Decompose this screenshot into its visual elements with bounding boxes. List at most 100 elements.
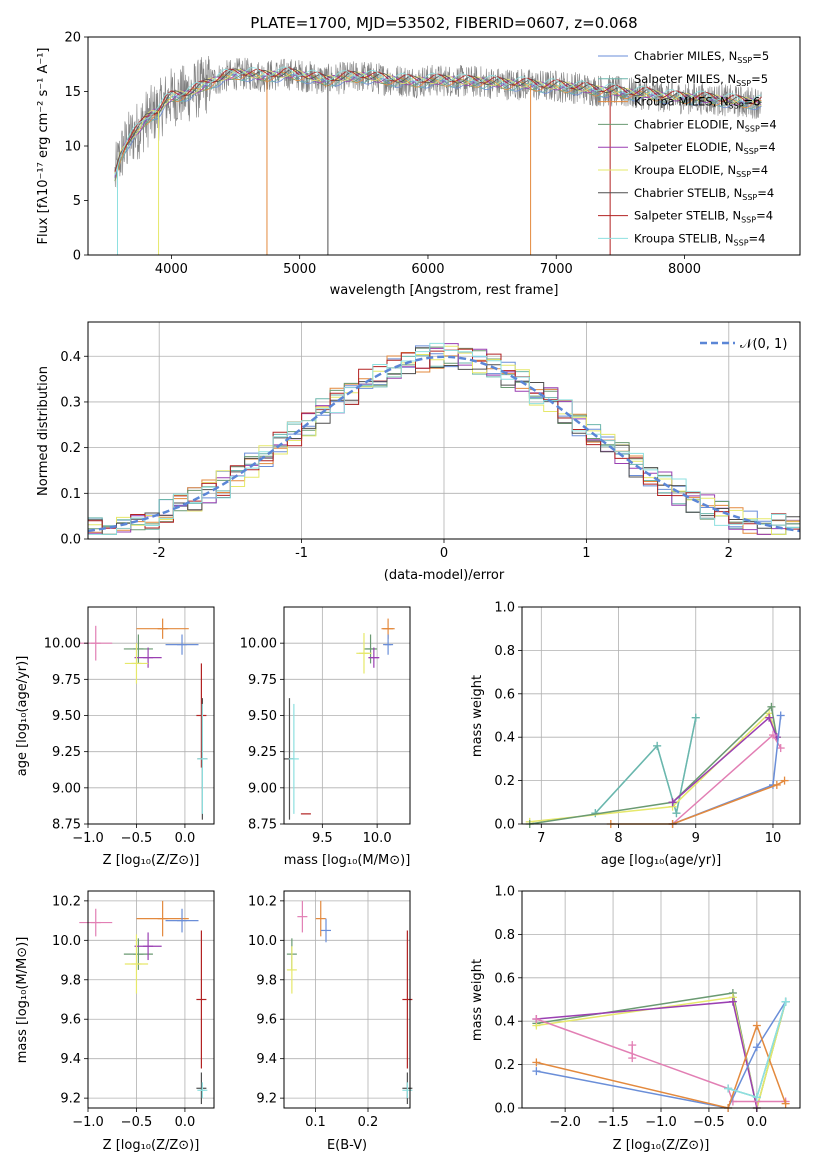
mass-vs-metallicity-xlabel: Z [log₁₀(Z/Z⊙)]: [103, 1138, 200, 1153]
spectrum-xtick-label: 8000: [668, 262, 701, 277]
residuals-xtick-label: 1: [582, 546, 590, 561]
spectrum-xlabel: wavelength [Angstrom, rest frame]: [330, 283, 559, 298]
spectrum-ytick-label: 5: [73, 194, 81, 209]
mass-vs-ebv-xtick-label: 0.1: [305, 1115, 326, 1130]
massweight-vs-metallicity-ytick-label: 0.8: [494, 928, 515, 943]
age-vs-mass-ytick-label: 9.50: [248, 709, 277, 724]
legend-label: Kroupa STELIB, NSSP=4: [634, 231, 765, 247]
legend-label: Kroupa ELODIE, NSSP=4: [634, 163, 768, 179]
massweight-vs-metallicity-xtick-label: −1.5: [597, 1115, 629, 1130]
residuals-xlabel: (data-model)/error: [384, 568, 505, 583]
massweight-vs-metallicity-ytick-label: 0.2: [494, 1058, 515, 1073]
mass-vs-metallicity-xtick-label: −0.5: [121, 1115, 153, 1130]
residuals-xtick-label: -2: [153, 546, 166, 561]
gaussian-legend-label: 𝒩(0, 1): [740, 337, 787, 352]
age-vs-mass-panel: 9.5 10.0 8.75 9.00 9.25 9.50 9.75 10.00 mass [l…: [240, 606, 411, 868]
massweight-vs-metallicity-xtick-label: 0.0: [747, 1115, 768, 1130]
massweight-vs-age-line: [529, 705, 778, 825]
residuals-xtick-label: -1: [295, 546, 308, 561]
age-vs-mass-ytick-label: 9.00: [248, 781, 277, 796]
age-vs-metallicity-ytick-label: 9.00: [52, 781, 81, 796]
massweight-vs-metallicity-ylabel: mass weight: [470, 959, 485, 1041]
mass-vs-ebv-ytick-label: 10.0: [248, 934, 277, 949]
residuals-ytick-label: 0.0: [60, 533, 81, 548]
mass-vs-ebv-xtick-label: 0.2: [358, 1115, 379, 1130]
legend-label: Salpeter ELODIE, NSSP=4: [634, 140, 776, 156]
spectrum-ytick-label: 0: [73, 249, 81, 264]
legend-label: Chabrier STELIB, NSSP=4: [634, 186, 774, 202]
spectrum-ylabel: Flux [fλ10⁻¹⁷ erg cm⁻² s⁻¹ A⁻¹]: [36, 48, 51, 245]
mass-vs-metallicity-panel: −1.0 −0.5 0.0 9.2 9.4 9.6 9.8 10.0 10.2 Z [log₁₀…: [15, 890, 215, 1153]
massweight-vs-age-xtick-label: 8: [614, 831, 622, 846]
legend-label: Salpeter MILES, NSSP=5: [634, 72, 768, 88]
mass-vs-metallicity-ylabel: mass [log₁₀(M/M⊙)]: [15, 937, 30, 1064]
residuals-legend: 𝒩(0, 1): [700, 337, 787, 352]
mass-vs-metallicity-ytick-label: 9.4: [60, 1052, 81, 1067]
mass-vs-metallicity-ytick-label: 9.2: [60, 1092, 81, 1107]
residual-histogram: [88, 342, 800, 535]
age-vs-metallicity-ytick-label: 9.50: [52, 709, 81, 724]
age-vs-mass-xlabel: mass [log₁₀(M/M⊙)]: [284, 853, 411, 868]
massweight-vs-age-xlabel: age [log₁₀(age/yr)]: [601, 853, 722, 868]
spectrum-legend: Chabrier MILES, NSSP=5 Salpeter MILES, NS…: [598, 49, 777, 247]
age-vs-mass-ytick-label: 10.00: [240, 637, 277, 652]
massweight-vs-metallicity-line: [536, 1023, 787, 1109]
mass-vs-ebv-ytick-label: 9.2: [256, 1092, 277, 1107]
massweight-vs-metallicity-ytick-label: 0.6: [494, 971, 515, 986]
model-spectrum-line: [114, 66, 762, 176]
age-vs-metallicity-xtick-label: 0.0: [175, 831, 196, 846]
spectrum-xtick-label: 7000: [540, 262, 573, 277]
massweight-vs-age-ytick-label: 0.0: [494, 818, 515, 833]
age-vs-metallicity-xtick-label: −0.5: [121, 831, 153, 846]
residuals-panel: 𝒩(0, 1) -2 -1 0 1 2 0.0 0.1 0.2 0.3 0.4 (data-mod…: [36, 321, 801, 583]
massweight-vs-metallicity-ytick-label: 0.0: [494, 1102, 515, 1117]
age-vs-mass-xtick-label: 9.5: [312, 831, 333, 846]
model-spectrum-line: [114, 71, 762, 182]
massweight-vs-age-xtick-label: 10: [765, 831, 782, 846]
massweight-vs-age-ytick-label: 0.6: [494, 687, 515, 702]
mass-vs-ebv-panel: 0.1 0.2 9.2 9.4 9.6 9.8 10.0 10.2 E(B-V): [248, 890, 413, 1153]
mass-vs-ebv-frame: [283, 890, 411, 1109]
age-vs-mass-ytick-label: 9.25: [248, 745, 277, 760]
mass-vs-metallicity-frame: [87, 890, 215, 1109]
spectrum-ytick-label: 15: [64, 85, 81, 100]
massweight-vs-age-ytick-label: 0.4: [494, 731, 515, 746]
massweight-vs-metallicity-xtick-label: −1.0: [645, 1115, 677, 1130]
massweight-vs-age-line: [594, 717, 697, 814]
massweight-vs-age-panel: 7 8 9 10 0.0 0.2 0.4 0.6 0.8 1.0 age [log₁₀(age/y…: [470, 601, 801, 868]
massweight-vs-metallicity-xtick-label: −2.0: [549, 1115, 581, 1130]
mass-vs-ebv-ytick-label: 9.6: [256, 1013, 277, 1028]
massweight-vs-age-ytick-label: 0.2: [494, 774, 515, 789]
age-vs-metallicity-ylabel: age [log₁₀(age/yr)]: [15, 656, 30, 777]
mass-vs-metallicity-xtick-label: −1.0: [72, 1115, 104, 1130]
mass-vs-metallicity-xtick-label: 0.0: [175, 1115, 196, 1130]
massweight-vs-age-xtick-label: 9: [692, 831, 700, 846]
age-vs-metallicity-panel: −1.0 −0.5 0.0 8.75 9.00 9.25 9.50 9.75 10.00 Z […: [15, 606, 215, 868]
residuals-ytick-label: 0.3: [60, 395, 81, 410]
spectrum-xtick-label: 4000: [155, 262, 188, 277]
mass-vs-ebv-xlabel: E(B-V): [327, 1138, 367, 1153]
massweight-vs-metallicity-xtick-label: −0.5: [693, 1115, 725, 1130]
massweight-vs-metallicity-xlabel: Z [log₁₀(Z/Z⊙)]: [613, 1138, 710, 1153]
mass-vs-ebv-ytick-label: 9.4: [256, 1052, 277, 1067]
legend-label: Salpeter STELIB, NSSP=4: [634, 209, 773, 225]
massweight-vs-metallicity-line: [536, 1001, 787, 1109]
model-spectrum-line: [114, 67, 762, 173]
age-vs-metallicity-ytick-label: 10.00: [44, 637, 81, 652]
spectrum-title: PLATE=1700, MJD=53502, FIBERID=0607, z=0…: [250, 14, 637, 32]
gaussian-curve: [87, 355, 801, 533]
massweight-vs-metallicity-ytick-label: 1.0: [494, 885, 515, 900]
massweight-vs-age-xtick-label: 7: [537, 831, 545, 846]
mass-vs-ebv-ytick-label: 9.8: [256, 973, 277, 988]
data-spectrum-line: [114, 55, 762, 188]
legend-label: Chabrier ELODIE, NSSP=4: [634, 117, 777, 133]
mass-vs-metallicity-ytick-label: 10.2: [52, 894, 81, 909]
spectrum-xtick-label: 5000: [283, 262, 316, 277]
spectrum-panel: PLATE=1700, MJD=53502, FIBERID=0607, z=0…: [36, 14, 801, 298]
residuals-xtick-label: 2: [725, 546, 733, 561]
mass-vs-metallicity-ytick-label: 9.6: [60, 1013, 81, 1028]
massweight-vs-metallicity-panel: −2.0 −1.5 −1.0 −0.5 0.0 0.0 0.2 0.4 0.6 0.8 1.0 Z …: [470, 885, 801, 1153]
massweight-vs-age-ylabel: mass weight: [470, 675, 485, 757]
residuals-ytick-label: 0.4: [60, 350, 81, 365]
residuals-ytick-label: 0.1: [60, 487, 81, 502]
